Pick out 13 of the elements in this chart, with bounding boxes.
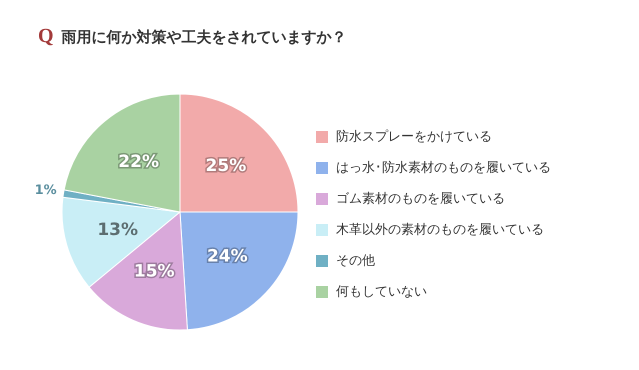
legend-label: 何もしていない (336, 284, 427, 300)
legend-label: その他 (336, 254, 375, 268)
data-label: 22% (118, 152, 159, 172)
data-label: 1% (34, 183, 57, 198)
legend-label: 木革以外の素材のものを履いている (336, 222, 544, 238)
legend-label: はっ水･防水素材のものを履いている (336, 160, 551, 176)
chart-title: Q 雨用に何か対策や工夫をされていますか？ (38, 25, 347, 47)
data-label: 13% (97, 220, 138, 240)
legend-label: 防水スプレーをかけている (336, 130, 492, 144)
data-label: 25% (206, 156, 246, 176)
data-label: 24% (206, 246, 248, 266)
data-label: 15% (134, 262, 175, 282)
legend-label: ゴム素材のものを履いている (336, 192, 505, 206)
